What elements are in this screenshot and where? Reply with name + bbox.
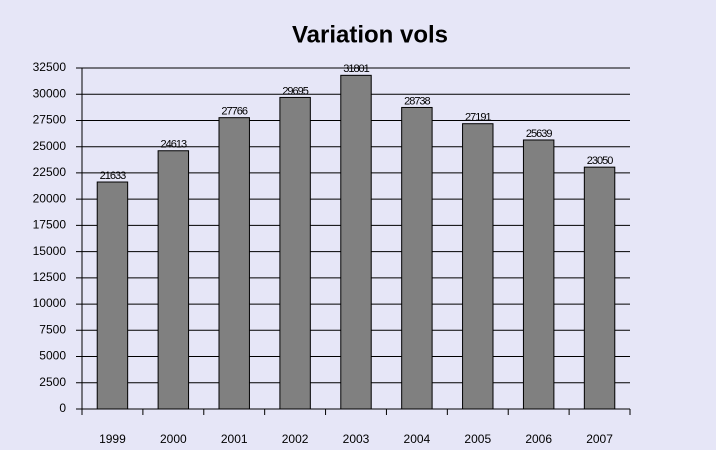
bar [96,181,129,410]
x-tick-label: 2007 [586,432,613,446]
y-tick-label: 7500 [39,322,66,336]
data-label: 31801 [343,63,369,75]
x-tick-label: 2002 [282,432,309,446]
y-tick-label: 32500 [33,60,67,74]
x-tick-label: 2005 [464,432,491,446]
bar [218,117,250,410]
y-tick-label: 12500 [33,270,67,284]
data-label: 25639 [526,128,552,140]
data-label: 24613 [161,139,187,151]
y-tick-label: 30000 [33,86,67,100]
x-tick-label: 2003 [343,432,370,446]
y-tick-label: 10000 [33,296,67,310]
data-label: 23050 [587,155,613,167]
data-label: 29695 [282,85,308,97]
data-label: 28738 [404,95,430,107]
bar [401,106,433,410]
y-tick-label: 27500 [33,113,67,127]
y-tick-label: 17500 [33,218,67,232]
y-tick-label: 5000 [39,349,66,363]
bar [462,123,494,410]
y-tick-label: 25000 [33,139,67,153]
x-tick-label: 1999 [99,432,126,446]
chart-title: Variation vols [292,21,448,48]
y-tick-label: 22500 [33,165,67,179]
data-label: 27191 [465,112,491,124]
x-tick-label: 2004 [404,432,431,446]
x-tick-label: 2000 [160,432,187,446]
bar [340,74,372,410]
y-tick-label: 20000 [33,191,67,205]
y-tick-label: 0 [59,401,66,415]
bar [157,150,190,410]
x-tick-label: 2006 [525,432,552,446]
data-label: 27766 [221,106,247,118]
bar [522,139,555,410]
bar [279,96,311,410]
y-tick-label: 2500 [39,375,66,389]
bar [583,166,616,410]
y-tick-label: 15000 [33,244,67,258]
x-tick-label: 2001 [221,432,248,446]
data-label: 21633 [100,170,126,182]
